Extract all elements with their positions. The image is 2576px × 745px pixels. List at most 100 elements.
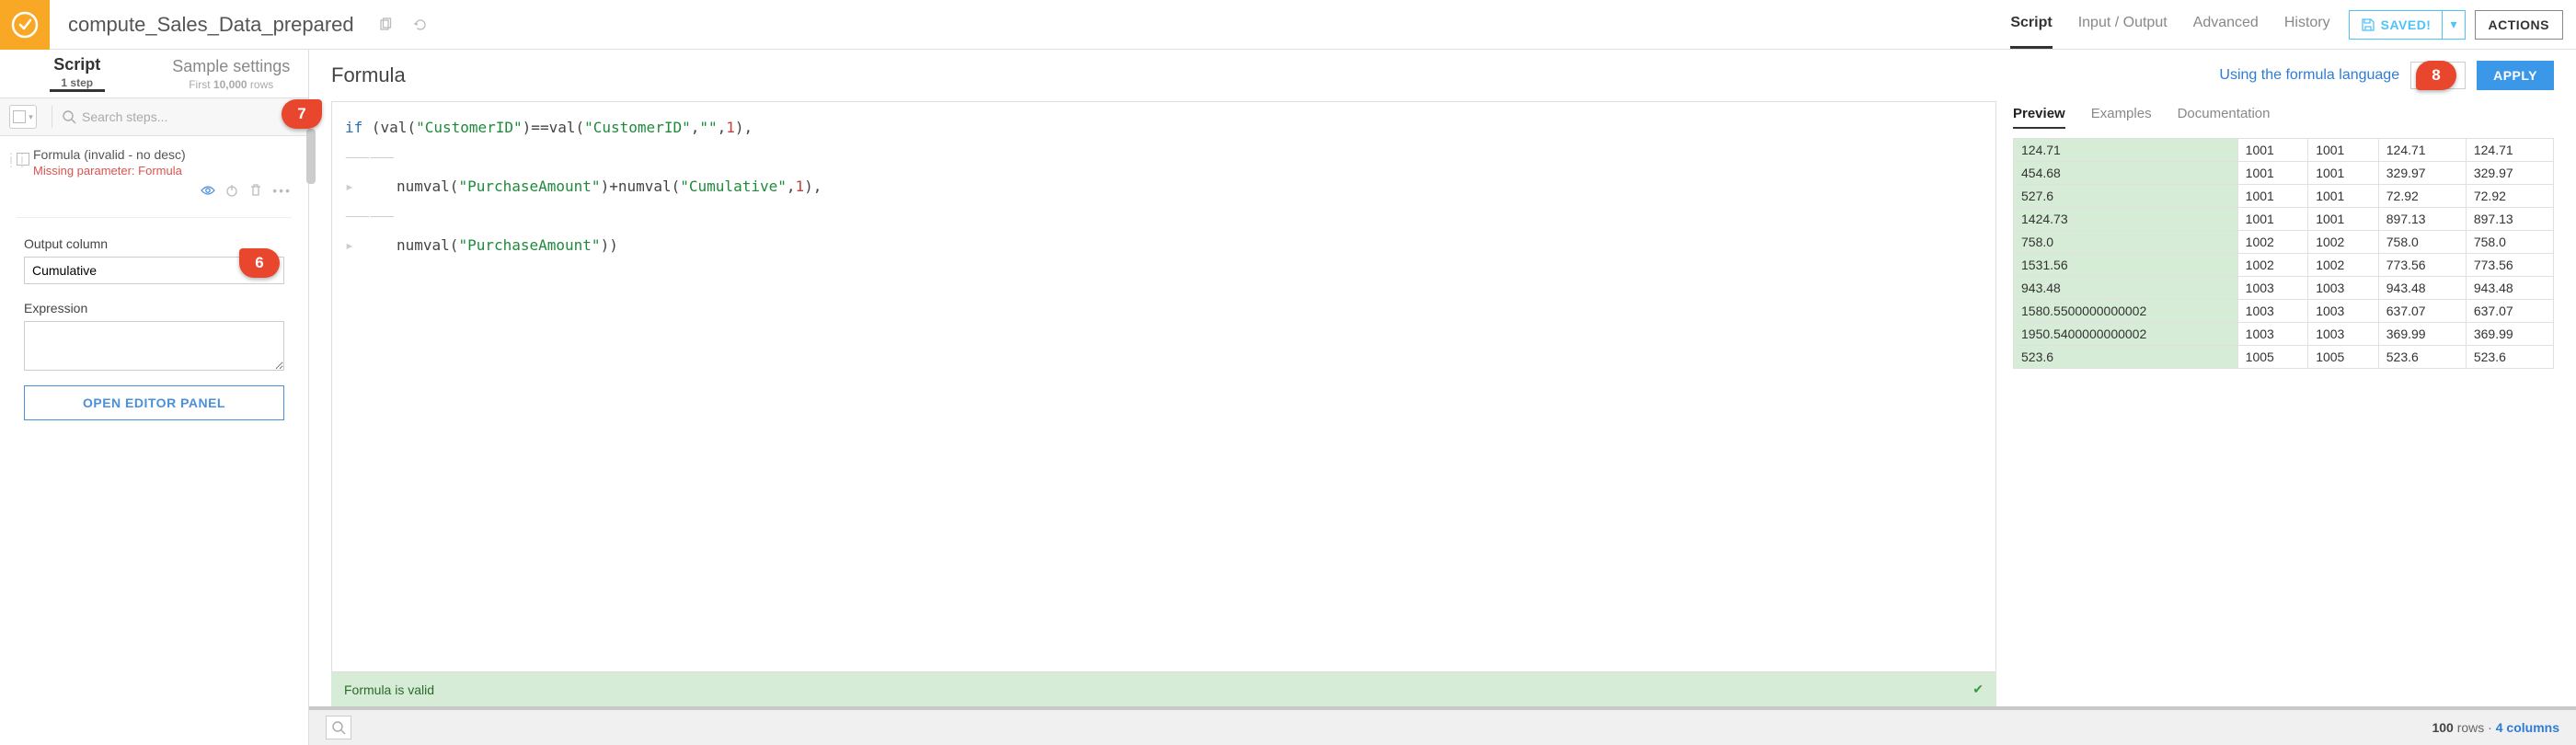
search-icon <box>62 109 76 124</box>
table-cell: 1001 <box>2237 162 2308 185</box>
top-header: compute_Sales_Data_prepared Script Input… <box>0 0 2576 50</box>
table-cell: 773.56 <box>2466 254 2553 277</box>
preview-table: 124.7110011001124.71124.71454.6810011001… <box>2013 138 2554 369</box>
table-cell: 72.92 <box>2378 185 2466 208</box>
table-cell: 1003 <box>2237 277 2308 300</box>
title-actions <box>373 12 433 38</box>
table-cell: 124.71 <box>2014 139 2238 162</box>
table-cell: 1424.73 <box>2014 208 2238 231</box>
trash-icon[interactable] <box>248 183 263 201</box>
tab-history[interactable]: History <box>2284 0 2330 49</box>
code-editor[interactable]: if (val("CustomerID")==val("CustomerID",… <box>331 101 1996 672</box>
step-card[interactable]: ⋮⋮⋮⋮ Formula (invalid - no desc) Missing… <box>0 136 308 213</box>
table-cell: 1001 <box>2308 162 2379 185</box>
left-toolbar: ▾ <box>0 97 308 136</box>
table-cell: 758.0 <box>2378 231 2466 254</box>
left-tab-sample-sub: First 10,000 rows <box>189 78 273 91</box>
saved-button[interactable]: SAVED! ▾ <box>2349 10 2466 40</box>
table-cell: 369.99 <box>2378 323 2466 346</box>
table-cell: 369.99 <box>2466 323 2553 346</box>
code-line-2: ⸺⸺▸numval("PurchaseAmount")+numval("Cumu… <box>345 143 1983 201</box>
expression-input[interactable] <box>24 321 284 371</box>
table-cell: 523.6 <box>2014 346 2238 369</box>
table-cell: 124.71 <box>2378 139 2466 162</box>
table-cell: 1002 <box>2237 231 2308 254</box>
table-cell: 943.48 <box>2378 277 2466 300</box>
left-tab-script[interactable]: Script 1 step <box>0 50 155 97</box>
left-tab-sample[interactable]: Sample settings First 10,000 rows <box>155 50 309 97</box>
copy-icon[interactable] <box>373 12 398 38</box>
eye-icon[interactable] <box>201 183 215 201</box>
left-tab-script-label: Script <box>53 55 100 74</box>
left-panel: Script 1 step Sample settings First 10,0… <box>0 50 309 745</box>
preview-tab-preview[interactable]: Preview <box>2013 106 2065 129</box>
table-cell: 1001 <box>2237 185 2308 208</box>
actions-button[interactable]: ACTIONS <box>2475 10 2564 40</box>
table-cell: 1001 <box>2237 208 2308 231</box>
open-editor-button[interactable]: OPEN EDITOR PANEL <box>24 385 284 420</box>
table-cell: 637.07 <box>2378 300 2466 323</box>
table-row: 1950.540000000000210031003369.99369.99 <box>2014 323 2554 346</box>
callout-7: 7 <box>282 99 322 129</box>
left-tab-sample-label: Sample settings <box>172 57 290 76</box>
table-cell: 72.92 <box>2466 185 2553 208</box>
table-cell: 523.6 <box>2378 346 2466 369</box>
table-row: 1531.5610021002773.56773.56 <box>2014 254 2554 277</box>
more-icon[interactable]: ••• <box>272 183 292 201</box>
tab-script[interactable]: Script <box>2010 0 2052 49</box>
refresh-icon[interactable] <box>408 12 433 38</box>
table-cell: 1005 <box>2237 346 2308 369</box>
power-icon[interactable] <box>224 183 239 201</box>
check-icon: ✔ <box>1972 682 1984 697</box>
tab-input-output[interactable]: Input / Output <box>2078 0 2168 49</box>
table-cell: 1531.56 <box>2014 254 2238 277</box>
validity-text: Formula is valid <box>344 682 434 697</box>
table-cell: 943.48 <box>2466 277 2553 300</box>
table-cell: 1003 <box>2237 300 2308 323</box>
table-row: 943.4810031003943.48943.48 <box>2014 277 2554 300</box>
code-line-3: ⸺⸺▸numval("PurchaseAmount")) <box>345 201 1983 260</box>
bottom-bar: 100 rows · 4 columns <box>309 706 2576 745</box>
callout-8: 8 <box>2416 61 2456 90</box>
table-cell: 527.6 <box>2014 185 2238 208</box>
table-cell: 1003 <box>2237 323 2308 346</box>
table-cell: 1002 <box>2237 254 2308 277</box>
preview-tab-documentation[interactable]: Documentation <box>2178 106 2271 129</box>
table-cell: 329.97 <box>2378 162 2466 185</box>
apply-button[interactable]: APPLY <box>2477 61 2554 90</box>
table-cell: 773.56 <box>2378 254 2466 277</box>
page-title: compute_Sales_Data_prepared <box>50 13 373 37</box>
bottom-search-button[interactable] <box>326 716 351 739</box>
table-cell: 897.13 <box>2466 208 2553 231</box>
table-row: 124.7110011001124.71124.71 <box>2014 139 2554 162</box>
table-cell: 1001 <box>2308 185 2379 208</box>
table-cell: 637.07 <box>2466 300 2553 323</box>
table-cell: 1005 <box>2308 346 2379 369</box>
table-row: 454.6810011001329.97329.97 <box>2014 162 2554 185</box>
table-cell: 329.97 <box>2466 162 2553 185</box>
table-cell: 1950.5400000000002 <box>2014 323 2238 346</box>
bottom-info: 100 rows · 4 columns <box>2432 720 2559 735</box>
formula-help-link[interactable]: Using the formula language <box>2219 67 2399 84</box>
table-cell: 1003 <box>2308 277 2379 300</box>
preview-tab-examples[interactable]: Examples <box>2091 106 2152 129</box>
table-cell: 1002 <box>2308 231 2379 254</box>
table-cell: 1003 <box>2308 300 2379 323</box>
divider <box>17 217 292 218</box>
table-cell: 1580.5500000000002 <box>2014 300 2238 323</box>
table-cell: 897.13 <box>2378 208 2466 231</box>
table-cell: 943.48 <box>2014 277 2238 300</box>
step-checkbox[interactable] <box>17 153 29 166</box>
preview-tabs: Preview Examples Documentation <box>2013 101 2554 132</box>
left-tab-script-sub: 1 step <box>61 76 93 89</box>
validity-bar: Formula is valid ✔ <box>331 672 1996 706</box>
search-steps-input[interactable] <box>82 109 299 124</box>
callout-6: 6 <box>239 248 280 278</box>
select-all-checkbox[interactable]: ▾ <box>9 105 37 129</box>
chevron-down-icon[interactable]: ▾ <box>2442 11 2464 39</box>
table-cell: 1002 <box>2308 254 2379 277</box>
table-row: 527.61001100172.9272.92 <box>2014 185 2554 208</box>
table-row: 523.610051005523.6523.6 <box>2014 346 2554 369</box>
saved-label: SAVED! <box>2381 17 2432 32</box>
tab-advanced[interactable]: Advanced <box>2193 0 2259 49</box>
